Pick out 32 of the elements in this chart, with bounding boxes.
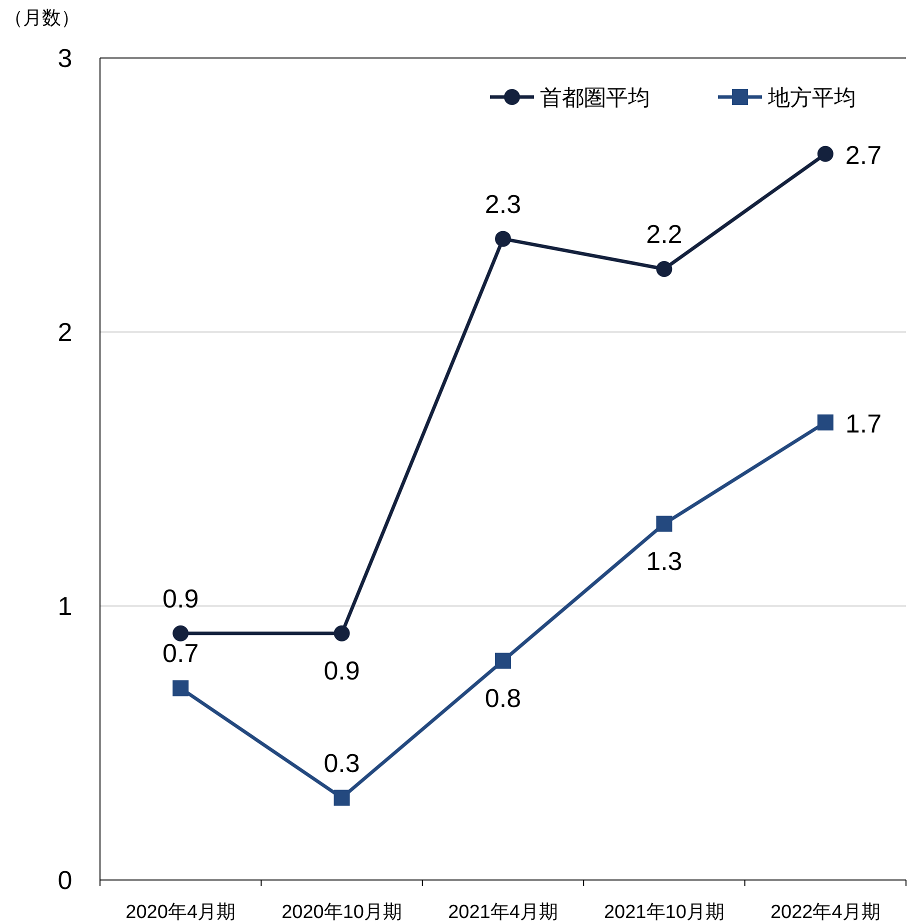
point (172, 680, 189, 696)
y-tick-label: 0 (58, 865, 72, 895)
point (495, 230, 511, 247)
point (334, 790, 350, 806)
legend-label: 首都圏平均 (540, 85, 650, 110)
x-tick-label: 2021年4月期 (448, 902, 558, 923)
data-label: 2.3 (484, 188, 522, 219)
y-tick-label: 2 (58, 317, 72, 347)
x-tick-label: 2020年4月期 (126, 902, 236, 923)
data-label: 0.9 (324, 655, 360, 686)
data-label: 0.3 (324, 748, 360, 778)
y-axis-title: （月数） (4, 8, 80, 29)
x-tick-label: 2021年10月期 (604, 902, 724, 923)
data-label: 0.8 (484, 682, 522, 713)
data-label: 0.9 (162, 583, 199, 614)
data-label: 1.7 (845, 408, 882, 438)
legend-label: 地方平均 (767, 85, 856, 110)
y-tick-label: 1 (58, 591, 72, 621)
data-label: 0.7 (162, 638, 199, 668)
x-tick-label: 2022年4月期 (770, 902, 880, 923)
point (334, 625, 350, 642)
point (656, 516, 672, 532)
point (495, 652, 511, 669)
data-label: 2.7 (845, 140, 882, 170)
y-tick-label: 3 (58, 43, 72, 73)
point (817, 414, 834, 430)
point (817, 146, 834, 162)
point (656, 260, 672, 277)
data-label: 1.3 (646, 546, 682, 576)
data-label: 2.2 (646, 218, 682, 249)
x-tick-label: 2020年10月期 (282, 902, 402, 923)
point (172, 625, 189, 642)
